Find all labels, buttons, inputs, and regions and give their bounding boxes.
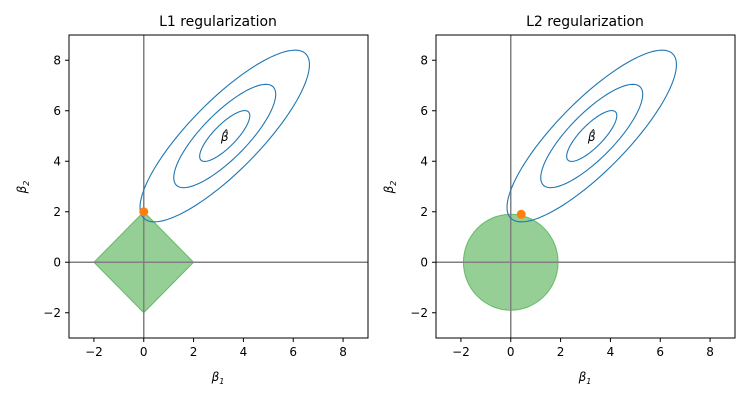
panel-l1: L1 regularization β1 β2 β̂ −2 0 2 4 6 8 −2 0 2 4 6 8 bbox=[15, 14, 369, 386]
contour-line-3 bbox=[506, 49, 677, 223]
panel-l2: L2 regularization β1 β2 β̂ −2 0 2 4 6 8 −2 0 2 4 6 8 bbox=[382, 14, 736, 386]
contour-line-2 bbox=[540, 83, 644, 189]
contour-line-1 bbox=[199, 110, 251, 162]
y-tick-label: 2 bbox=[420, 205, 428, 219]
y-tick-label: 2 bbox=[53, 205, 61, 219]
y-tick-label: 4 bbox=[53, 154, 61, 168]
y-axis-label: β2 bbox=[15, 181, 31, 195]
y-tick-label: −2 bbox=[43, 306, 61, 320]
x-tick-label: 2 bbox=[190, 345, 198, 359]
x-tick-label: 4 bbox=[607, 345, 615, 359]
solution-point bbox=[516, 209, 526, 219]
y-tick-label: −2 bbox=[410, 306, 428, 320]
panel-title: L2 regularization bbox=[526, 14, 644, 30]
y-axis-label: β2 bbox=[382, 181, 398, 195]
axes-frame bbox=[68, 34, 369, 339]
axes-frame bbox=[435, 34, 736, 339]
y-tick-label: 0 bbox=[420, 255, 428, 269]
y-tick-label: 8 bbox=[420, 53, 428, 67]
x-tick-label: 0 bbox=[140, 345, 148, 359]
beta-hat-label: β̂ bbox=[587, 128, 596, 144]
plot-area: β̂ bbox=[436, 35, 735, 338]
x-tick-label: 6 bbox=[289, 345, 297, 359]
x-tick-label: −2 bbox=[85, 345, 103, 359]
y-tick-label: 0 bbox=[53, 255, 61, 269]
panel-title: L1 regularization bbox=[159, 14, 277, 30]
contour-line-1 bbox=[566, 110, 618, 162]
x-axis-label: β1 bbox=[211, 370, 225, 386]
y-tick-label: 8 bbox=[53, 53, 61, 67]
plot-area: β̂ bbox=[69, 35, 368, 338]
x-tick-label: 4 bbox=[240, 345, 248, 359]
contour-line-3 bbox=[139, 49, 310, 223]
y-tick-label: 4 bbox=[420, 154, 428, 168]
x-axis-label: β1 bbox=[578, 370, 592, 386]
x-tick-label: −2 bbox=[452, 345, 470, 359]
y-tick-label: 6 bbox=[420, 104, 428, 118]
x-tick-label: 8 bbox=[706, 345, 714, 359]
x-tick-label: 8 bbox=[339, 345, 347, 359]
y-tick-label: 6 bbox=[53, 104, 61, 118]
x-tick-label: 0 bbox=[507, 345, 515, 359]
beta-hat-label: β̂ bbox=[220, 128, 229, 144]
solution-point bbox=[139, 207, 149, 217]
contour-line-2 bbox=[173, 83, 277, 189]
x-tick-label: 2 bbox=[557, 345, 565, 359]
x-tick-label: 6 bbox=[656, 345, 664, 359]
